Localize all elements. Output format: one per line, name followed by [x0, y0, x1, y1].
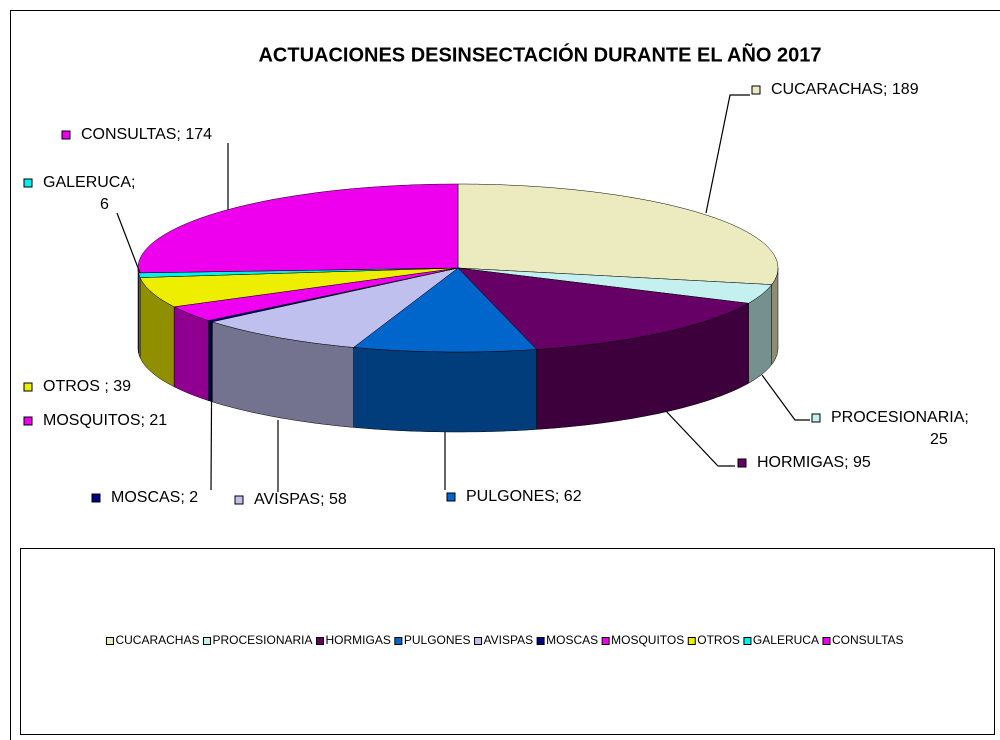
legend-item: PULGONES — [394, 633, 471, 647]
legend-item: HORMIGAS — [316, 633, 391, 647]
legend-label: GALERUCA — [753, 633, 819, 647]
legend-swatch — [105, 637, 114, 645]
legend-item: AVISPAS — [474, 633, 534, 647]
slice-side — [137, 267, 139, 353]
leader-line — [116, 212, 141, 274]
legend-item: CONSULTAS — [822, 633, 904, 647]
legend-label: PULGONES — [404, 633, 471, 647]
data-label: CONSULTAS; 174 — [81, 126, 212, 143]
legend-swatch — [601, 637, 610, 645]
data-label: MOSQUITOS; 21 — [43, 412, 167, 429]
legend-box — [20, 548, 995, 735]
legend-swatch — [536, 637, 545, 645]
legend-swatch — [394, 637, 403, 645]
data-label: CUCARACHAS; 189 — [771, 81, 919, 98]
label-swatch — [23, 416, 33, 426]
data-label: HORMIGAS; 95 — [757, 454, 871, 471]
legend-item: OTROS — [687, 633, 740, 647]
legend-label: PROCESIONARIA — [212, 633, 312, 647]
label-swatch — [23, 178, 33, 188]
data-label: MOSCAS; 2 — [111, 489, 198, 506]
chart-title: ACTUACIONES DESINSECTACIÓN DURANTE EL AÑ… — [258, 42, 821, 66]
pie-slice — [457, 183, 779, 285]
legend-item: MOSCAS — [536, 633, 598, 647]
legend-item: GALERUCA — [743, 633, 819, 647]
label-swatch — [446, 492, 456, 502]
legend-swatch — [743, 637, 752, 645]
legend-label: AVISPAS — [484, 633, 534, 647]
label-swatch — [234, 495, 244, 505]
legend-item: CUCARACHAS — [105, 633, 199, 647]
legend-item: MOSQUITOS — [601, 633, 684, 647]
legend-swatch — [316, 637, 325, 645]
pie-slice — [137, 183, 459, 274]
label-swatch — [23, 382, 33, 392]
pie-slice — [457, 267, 750, 350]
pie-slice — [139, 267, 459, 308]
leader-line — [705, 94, 750, 214]
leader-line — [664, 409, 735, 467]
data-label: PULGONES; 62 — [466, 488, 582, 505]
legend-swatch — [474, 637, 483, 645]
legend-label: CUCARACHAS — [115, 633, 199, 647]
label-swatch — [751, 85, 761, 95]
chart-border — [10, 10, 1000, 740]
leader-line — [210, 321, 213, 491]
pie-slice — [211, 267, 459, 348]
legend-swatch — [822, 637, 831, 645]
data-label: AVISPAS; 58 — [254, 491, 347, 508]
data-label: GALERUCA; 6 — [43, 174, 135, 213]
label-swatch — [737, 458, 747, 468]
legend-label: HORMIGAS — [326, 633, 391, 647]
label-swatch — [811, 413, 821, 423]
pie-slice — [352, 267, 538, 353]
legend-label: MOSCAS — [546, 633, 598, 647]
label-swatch — [91, 493, 101, 503]
pie-slice — [173, 267, 459, 321]
slice-side — [353, 347, 537, 433]
legend-item: PROCESIONARIA — [202, 633, 313, 647]
legend-swatch — [202, 637, 211, 645]
legend-swatch — [687, 637, 696, 645]
data-label: OTROS ; 39 — [43, 378, 131, 395]
legend-label: OTROS — [697, 633, 740, 647]
legend-label: CONSULTAS — [832, 633, 904, 647]
slice-side — [173, 306, 209, 401]
label-swatch — [61, 130, 71, 140]
pie-slice — [457, 267, 773, 304]
data-label: PROCESIONARIA; 25 — [831, 409, 969, 448]
leader-line — [761, 374, 810, 421]
legend-label: MOSQUITOS — [611, 633, 684, 647]
